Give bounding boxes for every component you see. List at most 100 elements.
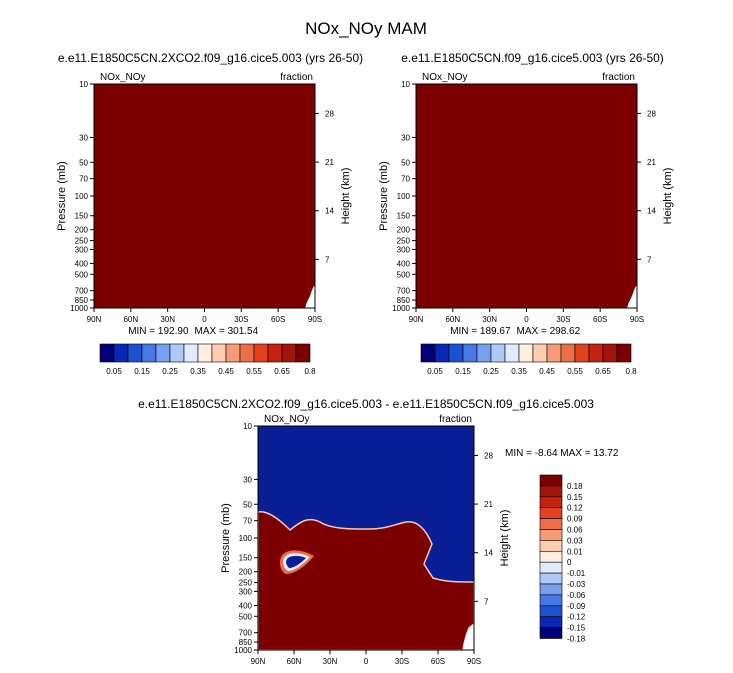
panel-a-xtick-label: 30N bbox=[160, 315, 175, 324]
panel-b-xtick-label: 90S bbox=[630, 315, 644, 324]
panel-a-colorbar-cell bbox=[281, 343, 297, 363]
panel-diff-left-label: NOx_NOy bbox=[264, 414, 310, 425]
panel-diff-colorbar-cell bbox=[539, 485, 563, 498]
panel-diff-rtick-label: 21 bbox=[484, 500, 493, 509]
panel-diff-xtick-label: 90S bbox=[467, 657, 481, 666]
panel-a-colorbar-cell bbox=[155, 343, 171, 363]
panel-diff-xtick-label: 0 bbox=[364, 657, 369, 666]
panel-a-colorbar-label: 0.55 bbox=[246, 367, 262, 376]
panel-b-xtick-label: 90N bbox=[409, 315, 424, 324]
panel-b-colorbar-cell bbox=[420, 343, 436, 363]
panel-diff-ytick-label: 70 bbox=[243, 517, 252, 526]
panel-b-colorbar-cell bbox=[490, 343, 506, 363]
panel-diff-ytick-label: 10 bbox=[243, 422, 252, 431]
panel-diff-ytick-label: 850 bbox=[239, 638, 253, 647]
panel-b-title: e.e11.E1850C5CN.f09_g16.cice5.003 (yrs 2… bbox=[401, 51, 664, 65]
panel-b-ytick-label: 850 bbox=[397, 296, 411, 305]
panel-diff-colorbar-cell bbox=[539, 507, 563, 519]
panel-diff-ytick-label: 30 bbox=[243, 475, 252, 484]
panel-a-title: e.e11.E1850C5CN.2XCO2.f09_g16.cice5.003 … bbox=[58, 51, 363, 65]
panel-a-ytick-label: 500 bbox=[75, 270, 89, 279]
panel-b-colorbar-cell bbox=[462, 343, 478, 363]
panel-b-xtick-label: 0 bbox=[524, 315, 529, 324]
panel-a-ytick-label: 30 bbox=[79, 133, 88, 142]
panel-a-colorbar-label: 0.8 bbox=[304, 367, 316, 376]
panel-a-field bbox=[94, 84, 315, 308]
panel-diff-ylabel-right: Height (km) bbox=[499, 510, 511, 567]
panel-b-ytick-label: 100 bbox=[397, 192, 411, 201]
panel-diff-colorbar-label: -0.09 bbox=[567, 602, 586, 611]
panel-a-topography-mask bbox=[305, 286, 315, 308]
page-title: NOx_NOy MAM bbox=[305, 19, 427, 38]
panel-diff-colorbar-label: 0.09 bbox=[567, 515, 583, 524]
panel-b-colorbar-label: 0.25 bbox=[483, 367, 499, 376]
panel-b-ytick-label: 30 bbox=[401, 133, 410, 142]
panel-diff-ytick-label: 150 bbox=[239, 554, 253, 563]
panel-diff-title: e.e11.E1850C5CN.2XCO2.f09_g16.cice5.003 … bbox=[138, 397, 594, 411]
panel-diff-colorbar-cell bbox=[539, 550, 563, 563]
panel-diff-colorbar-cell bbox=[539, 529, 563, 541]
panel-diff-xtick-label: 60N bbox=[287, 657, 302, 666]
panel-b-colorbar-cell bbox=[448, 343, 464, 363]
panel-a-colorbar-label: 0.45 bbox=[218, 367, 234, 376]
panel-b-rtick-label: 21 bbox=[647, 158, 656, 167]
panel-diff-xtick-label: 30S bbox=[395, 657, 409, 666]
panel-b-xtick-label: 60S bbox=[593, 315, 607, 324]
panel-a-colorbar-label: 0.25 bbox=[162, 367, 178, 376]
panel-a-xtick-label: 30S bbox=[234, 315, 248, 324]
panel-b-ytick-label: 200 bbox=[397, 226, 411, 235]
panel-a-max-label: MAX = 301.54 bbox=[195, 326, 259, 337]
panel-a-min-label: MIN = 192.90 bbox=[128, 326, 189, 337]
panel-a-colorbar-cell bbox=[99, 343, 115, 363]
panel-diff-ytick-label: 400 bbox=[239, 601, 253, 610]
panel-b-topography-mask bbox=[627, 286, 637, 308]
panel-a-ylabel: Pressure (mb) bbox=[56, 161, 68, 231]
panel-b-ytick-label: 250 bbox=[397, 237, 411, 246]
panel-b-colorbar-cell bbox=[476, 343, 492, 363]
panel-a-colorbar-cell bbox=[295, 343, 311, 363]
panel-b-ytick-label: 700 bbox=[397, 287, 411, 296]
panel-a-ytick-label: 300 bbox=[75, 245, 89, 254]
panel-b-colorbar-cell bbox=[546, 343, 562, 363]
panel-diff-ytick-label: 500 bbox=[239, 612, 253, 621]
panel-b-ytick-label: 1000 bbox=[392, 304, 410, 313]
panel-diff-colorbar-label: 0.06 bbox=[567, 526, 583, 535]
panel-diff-xtick-label: 30N bbox=[323, 657, 338, 666]
panel-a-rtick-label: 7 bbox=[325, 255, 330, 264]
panel-diff-colorbar-label: -0.12 bbox=[567, 613, 586, 622]
panel-a-ytick-label: 70 bbox=[79, 175, 88, 184]
panel-a-ytick-label: 50 bbox=[79, 158, 88, 167]
panel-a-colorbar-cell bbox=[253, 343, 269, 363]
panel-b-ytick-label: 70 bbox=[401, 175, 410, 184]
panel-diff-colorbar-cell bbox=[539, 496, 563, 508]
panel-diff-colorbar-label: -0.03 bbox=[567, 580, 586, 589]
panel-diff-xtick-label: 90N bbox=[251, 657, 266, 666]
panel-b-ytick-label: 50 bbox=[401, 158, 410, 167]
panel-b-colorbar-cell bbox=[588, 343, 604, 363]
panel-a-ytick-label: 850 bbox=[75, 296, 89, 305]
panel-b-rtick-label: 28 bbox=[647, 109, 656, 118]
panel-b-xtick-label: 60N bbox=[445, 315, 460, 324]
panel-diff-colorbar-label: 0.03 bbox=[567, 536, 583, 545]
panel-a-colorbar-label: 0.05 bbox=[106, 367, 122, 376]
panel-a-colorbar-label: 0.65 bbox=[274, 367, 290, 376]
panel-a-colorbar-cell bbox=[211, 343, 227, 363]
panel-b-left-label: NOx_NOy bbox=[422, 72, 468, 83]
panel-b-colorbar-label: 0.55 bbox=[567, 367, 583, 376]
panel-b-right-label: fraction bbox=[602, 72, 635, 83]
panel-a-ytick-label: 10 bbox=[79, 80, 88, 89]
panel-a-xtick-label: 0 bbox=[202, 315, 207, 324]
panel-diff-colorbar-cell bbox=[539, 518, 563, 530]
panel-diff-colorbar-label: -0.18 bbox=[567, 635, 586, 644]
panel-a-colorbar-cell bbox=[127, 343, 143, 363]
panel-a-left-label: NOx_NOy bbox=[100, 72, 146, 83]
panel-diff-colorbar-cell bbox=[539, 540, 563, 552]
panel-b-colorbar-cell bbox=[616, 343, 632, 363]
panel-b-min-label: MIN = 189.67 bbox=[450, 326, 511, 337]
panel-diff-colorbar-cell bbox=[539, 594, 563, 607]
panel-b-max-label: MAX = 298.62 bbox=[517, 326, 581, 337]
panel-b-ytick-label: 300 bbox=[397, 245, 411, 254]
panel-b-ytick-label: 10 bbox=[401, 80, 410, 89]
panel-a-right-label: fraction bbox=[280, 72, 313, 83]
